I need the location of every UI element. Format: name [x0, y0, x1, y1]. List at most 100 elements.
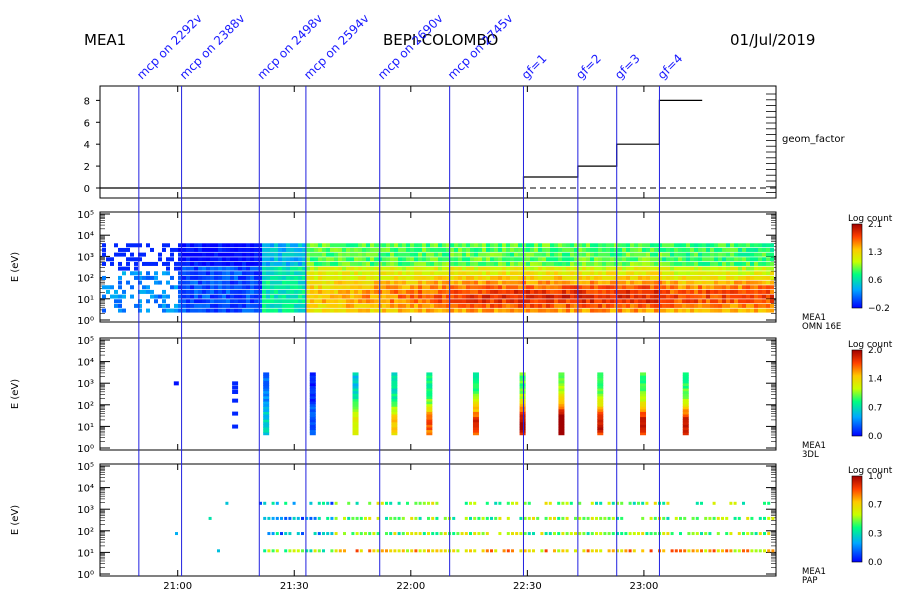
data-point	[691, 516, 695, 520]
data-point	[418, 549, 422, 553]
data-point	[574, 516, 577, 520]
data-point	[263, 549, 267, 553]
data-point	[578, 532, 582, 536]
data-point	[582, 532, 586, 536]
colorbar-tick: 0.0	[868, 558, 883, 568]
data-point	[595, 532, 598, 536]
data-point	[640, 424, 647, 428]
data-point	[389, 516, 393, 520]
data-point	[426, 382, 433, 386]
data-point	[391, 390, 398, 394]
data-point	[267, 532, 271, 536]
data-point	[469, 532, 472, 536]
data-point	[691, 549, 695, 553]
data-point	[597, 382, 604, 386]
data-point	[502, 549, 506, 553]
data-point	[309, 419, 316, 423]
data-point	[729, 549, 733, 553]
data-point	[536, 516, 540, 520]
data-point	[682, 421, 689, 425]
data-point	[519, 411, 526, 415]
data-point	[352, 377, 359, 381]
data-point	[523, 532, 527, 536]
data-point	[426, 421, 433, 425]
data-point	[729, 532, 733, 536]
data-point	[368, 532, 372, 536]
data-point	[632, 549, 636, 553]
data-point	[558, 387, 565, 392]
data-point	[426, 377, 433, 381]
data-point	[527, 501, 531, 505]
data-point	[263, 377, 270, 381]
data-point	[435, 516, 439, 520]
data-point	[391, 426, 398, 431]
data-point	[682, 372, 689, 376]
data-point	[624, 532, 628, 536]
data-point	[640, 416, 647, 420]
data-point	[460, 532, 464, 536]
y-tick-label: 10¹	[77, 295, 94, 306]
data-point	[682, 419, 689, 423]
data-point	[498, 516, 502, 520]
data-point	[330, 532, 334, 536]
data-point	[322, 549, 325, 553]
data-point	[682, 413, 689, 418]
data-point	[309, 429, 316, 433]
data-point	[309, 400, 316, 405]
data-point	[472, 393, 479, 397]
data-point	[558, 398, 565, 402]
data-point	[352, 408, 359, 412]
data-point	[352, 390, 359, 394]
data-point	[271, 549, 275, 553]
data-point	[607, 532, 611, 536]
data-point	[558, 385, 565, 389]
data-point	[519, 429, 526, 433]
data-point	[640, 398, 647, 402]
data-point	[558, 429, 565, 433]
colorbar-tick: 0.7	[868, 403, 882, 413]
data-point	[426, 416, 433, 420]
data-point	[704, 549, 708, 553]
data-point	[597, 419, 604, 423]
data-point	[641, 516, 645, 520]
data-point	[435, 532, 439, 536]
data-point	[401, 532, 405, 536]
data-point	[574, 549, 577, 553]
data-point	[558, 375, 565, 379]
data-point	[472, 408, 479, 412]
event-label: gf=3	[612, 51, 643, 82]
data-point	[426, 403, 433, 407]
data-point	[393, 516, 397, 520]
data-point	[569, 501, 573, 505]
data-point	[683, 516, 687, 520]
date-title: 01/Jul/2019	[730, 31, 815, 49]
data-point	[351, 516, 355, 520]
data-point	[305, 516, 309, 520]
y-tick-label: 8	[84, 96, 90, 107]
data-point	[544, 549, 548, 553]
data-point	[527, 516, 531, 520]
data-point	[309, 398, 316, 402]
data-point	[558, 372, 565, 376]
data-point	[603, 532, 607, 536]
data-point	[607, 549, 611, 553]
colorbar-tick: 1.4	[868, 375, 883, 385]
colorbar	[851, 223, 863, 309]
data-point	[682, 429, 689, 433]
data-point	[586, 532, 590, 536]
data-point	[574, 532, 577, 536]
data-point	[426, 398, 433, 402]
data-point	[767, 549, 771, 553]
y-tick-label: 10³	[77, 252, 94, 263]
data-point	[330, 549, 334, 553]
data-point	[641, 549, 645, 553]
data-point	[485, 549, 489, 553]
data-point	[263, 380, 270, 384]
data-point	[506, 532, 510, 536]
data-point	[267, 549, 271, 553]
data-point	[746, 549, 750, 553]
data-point	[733, 516, 737, 520]
data-point	[426, 429, 433, 433]
data-point	[558, 380, 565, 384]
data-point	[397, 532, 401, 536]
